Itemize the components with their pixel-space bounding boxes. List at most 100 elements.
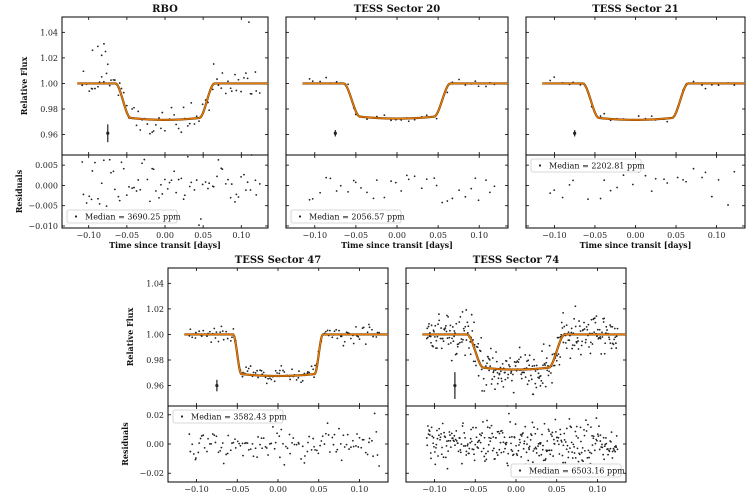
residual-point xyxy=(301,445,304,448)
flux-point xyxy=(491,378,494,381)
residual-point xyxy=(208,442,211,445)
residual-point xyxy=(433,445,435,448)
flux-point xyxy=(371,328,373,331)
flux-point xyxy=(368,326,371,329)
flux-point xyxy=(220,87,223,90)
residual-point xyxy=(455,430,458,432)
x-tick-label: −0.10 xyxy=(542,231,567,240)
flux-point xyxy=(462,338,464,341)
model-curve-outline xyxy=(542,82,745,121)
residual-point xyxy=(534,446,537,449)
flux-point xyxy=(583,321,585,324)
residual-point xyxy=(577,437,579,439)
residual-point xyxy=(466,443,469,446)
flux-point xyxy=(446,314,448,317)
residual-point xyxy=(488,426,491,429)
flux-point xyxy=(551,353,554,356)
residual-point xyxy=(611,457,614,459)
flux-point xyxy=(91,87,94,90)
residual-point xyxy=(260,437,263,440)
flux-point xyxy=(278,369,281,372)
residual-point xyxy=(249,448,252,451)
residual-point xyxy=(356,433,358,435)
residual-point xyxy=(603,458,606,461)
residual-point xyxy=(461,462,463,465)
residual-point xyxy=(198,442,201,445)
flux-point xyxy=(342,344,345,347)
residual-point xyxy=(141,162,143,165)
residual-points xyxy=(188,412,381,467)
flux-point xyxy=(110,79,112,82)
residual-point xyxy=(552,455,555,457)
flux-point xyxy=(241,375,244,378)
residual-point xyxy=(441,446,443,449)
flux-point xyxy=(573,317,576,320)
residual-point xyxy=(131,187,134,190)
flux-point xyxy=(247,367,250,370)
residual-point xyxy=(478,433,481,436)
flux-point xyxy=(475,364,477,367)
residual-point xyxy=(510,442,512,445)
flux-point xyxy=(584,341,587,344)
x-tick-label: 0.05 xyxy=(548,485,566,494)
residual-point xyxy=(581,446,584,449)
residual-point xyxy=(551,435,553,438)
flux-point xyxy=(437,323,439,326)
flux-point xyxy=(81,84,84,87)
residual-point xyxy=(506,464,509,467)
residual-point xyxy=(195,457,197,459)
flux-point xyxy=(595,315,598,317)
flux-point xyxy=(208,330,211,333)
residual-point xyxy=(505,441,508,444)
residual-point xyxy=(98,202,101,205)
residual-point xyxy=(371,439,373,442)
flux-point xyxy=(346,331,349,334)
residual-point xyxy=(574,456,577,459)
residual-point xyxy=(548,449,551,452)
flux-point xyxy=(514,365,517,367)
residual-point xyxy=(462,422,464,425)
residual-point xyxy=(592,435,595,438)
flux-point xyxy=(541,382,544,385)
flux-point xyxy=(340,335,343,338)
flux-point xyxy=(459,316,462,318)
residual-point xyxy=(436,429,438,432)
flux-point xyxy=(231,336,233,339)
residual-point xyxy=(413,175,416,178)
residual-point xyxy=(526,436,529,439)
flux-point xyxy=(487,355,489,358)
residual-point xyxy=(453,434,456,437)
residual-point xyxy=(593,449,596,452)
flux-point xyxy=(520,377,523,380)
residual-point xyxy=(513,436,516,439)
flux-point xyxy=(308,78,311,80)
error-bar-point xyxy=(333,131,337,135)
flux-point xyxy=(549,79,552,82)
flux-point xyxy=(246,77,249,80)
flux-point xyxy=(105,72,108,75)
residual-point xyxy=(587,198,589,201)
flux-point xyxy=(213,327,216,330)
flux-point xyxy=(585,325,588,328)
y-tick-label: 0.98 xyxy=(40,105,58,114)
flux-point xyxy=(557,336,560,339)
residual-point xyxy=(439,436,442,439)
residual-point xyxy=(247,448,250,451)
residual-points xyxy=(308,174,496,204)
flux-point xyxy=(537,372,540,375)
residual-point xyxy=(446,467,449,470)
flux-point xyxy=(362,326,365,329)
flux-point xyxy=(461,341,463,343)
flux-point xyxy=(493,375,496,378)
flux-point xyxy=(88,90,91,93)
panel-2: TESS Sector 20 −0.10 −0.05 0.00 0.05 0.10 Time… xyxy=(285,4,509,250)
residual-point xyxy=(559,433,562,436)
residual-point xyxy=(520,456,523,458)
flux-point xyxy=(570,327,573,330)
residual-point xyxy=(609,189,612,192)
flux-point xyxy=(426,327,429,330)
residual-point xyxy=(180,177,183,180)
flux-point xyxy=(539,384,542,387)
flux-point xyxy=(464,84,467,86)
panel-title: RBO xyxy=(152,4,178,15)
